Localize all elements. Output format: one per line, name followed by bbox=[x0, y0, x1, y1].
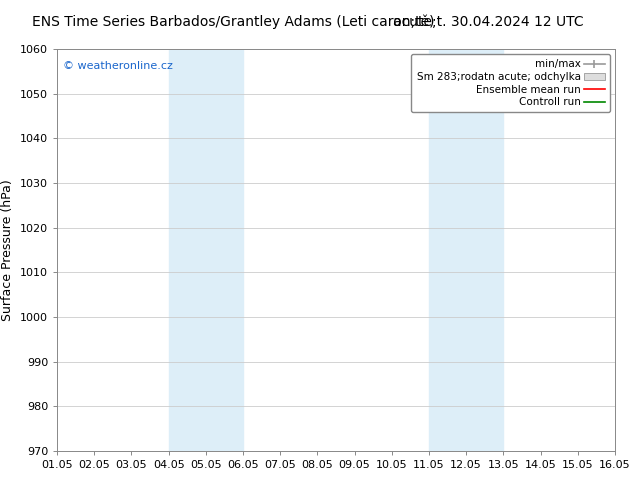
Text: acute;t. 30.04.2024 12 UTC: acute;t. 30.04.2024 12 UTC bbox=[393, 15, 584, 29]
Legend: min/max, Sm 283;rodatn acute; odchylka, Ensemble mean run, Controll run: min/max, Sm 283;rodatn acute; odchylka, … bbox=[411, 54, 610, 112]
Y-axis label: Surface Pressure (hPa): Surface Pressure (hPa) bbox=[1, 179, 15, 321]
Bar bbox=[169, 49, 243, 451]
Text: ENS Time Series Barbados/Grantley Adams (Leti caron;tě): ENS Time Series Barbados/Grantley Adams … bbox=[32, 15, 434, 29]
Text: © weatheronline.cz: © weatheronline.cz bbox=[63, 61, 172, 71]
Bar bbox=[429, 49, 503, 451]
